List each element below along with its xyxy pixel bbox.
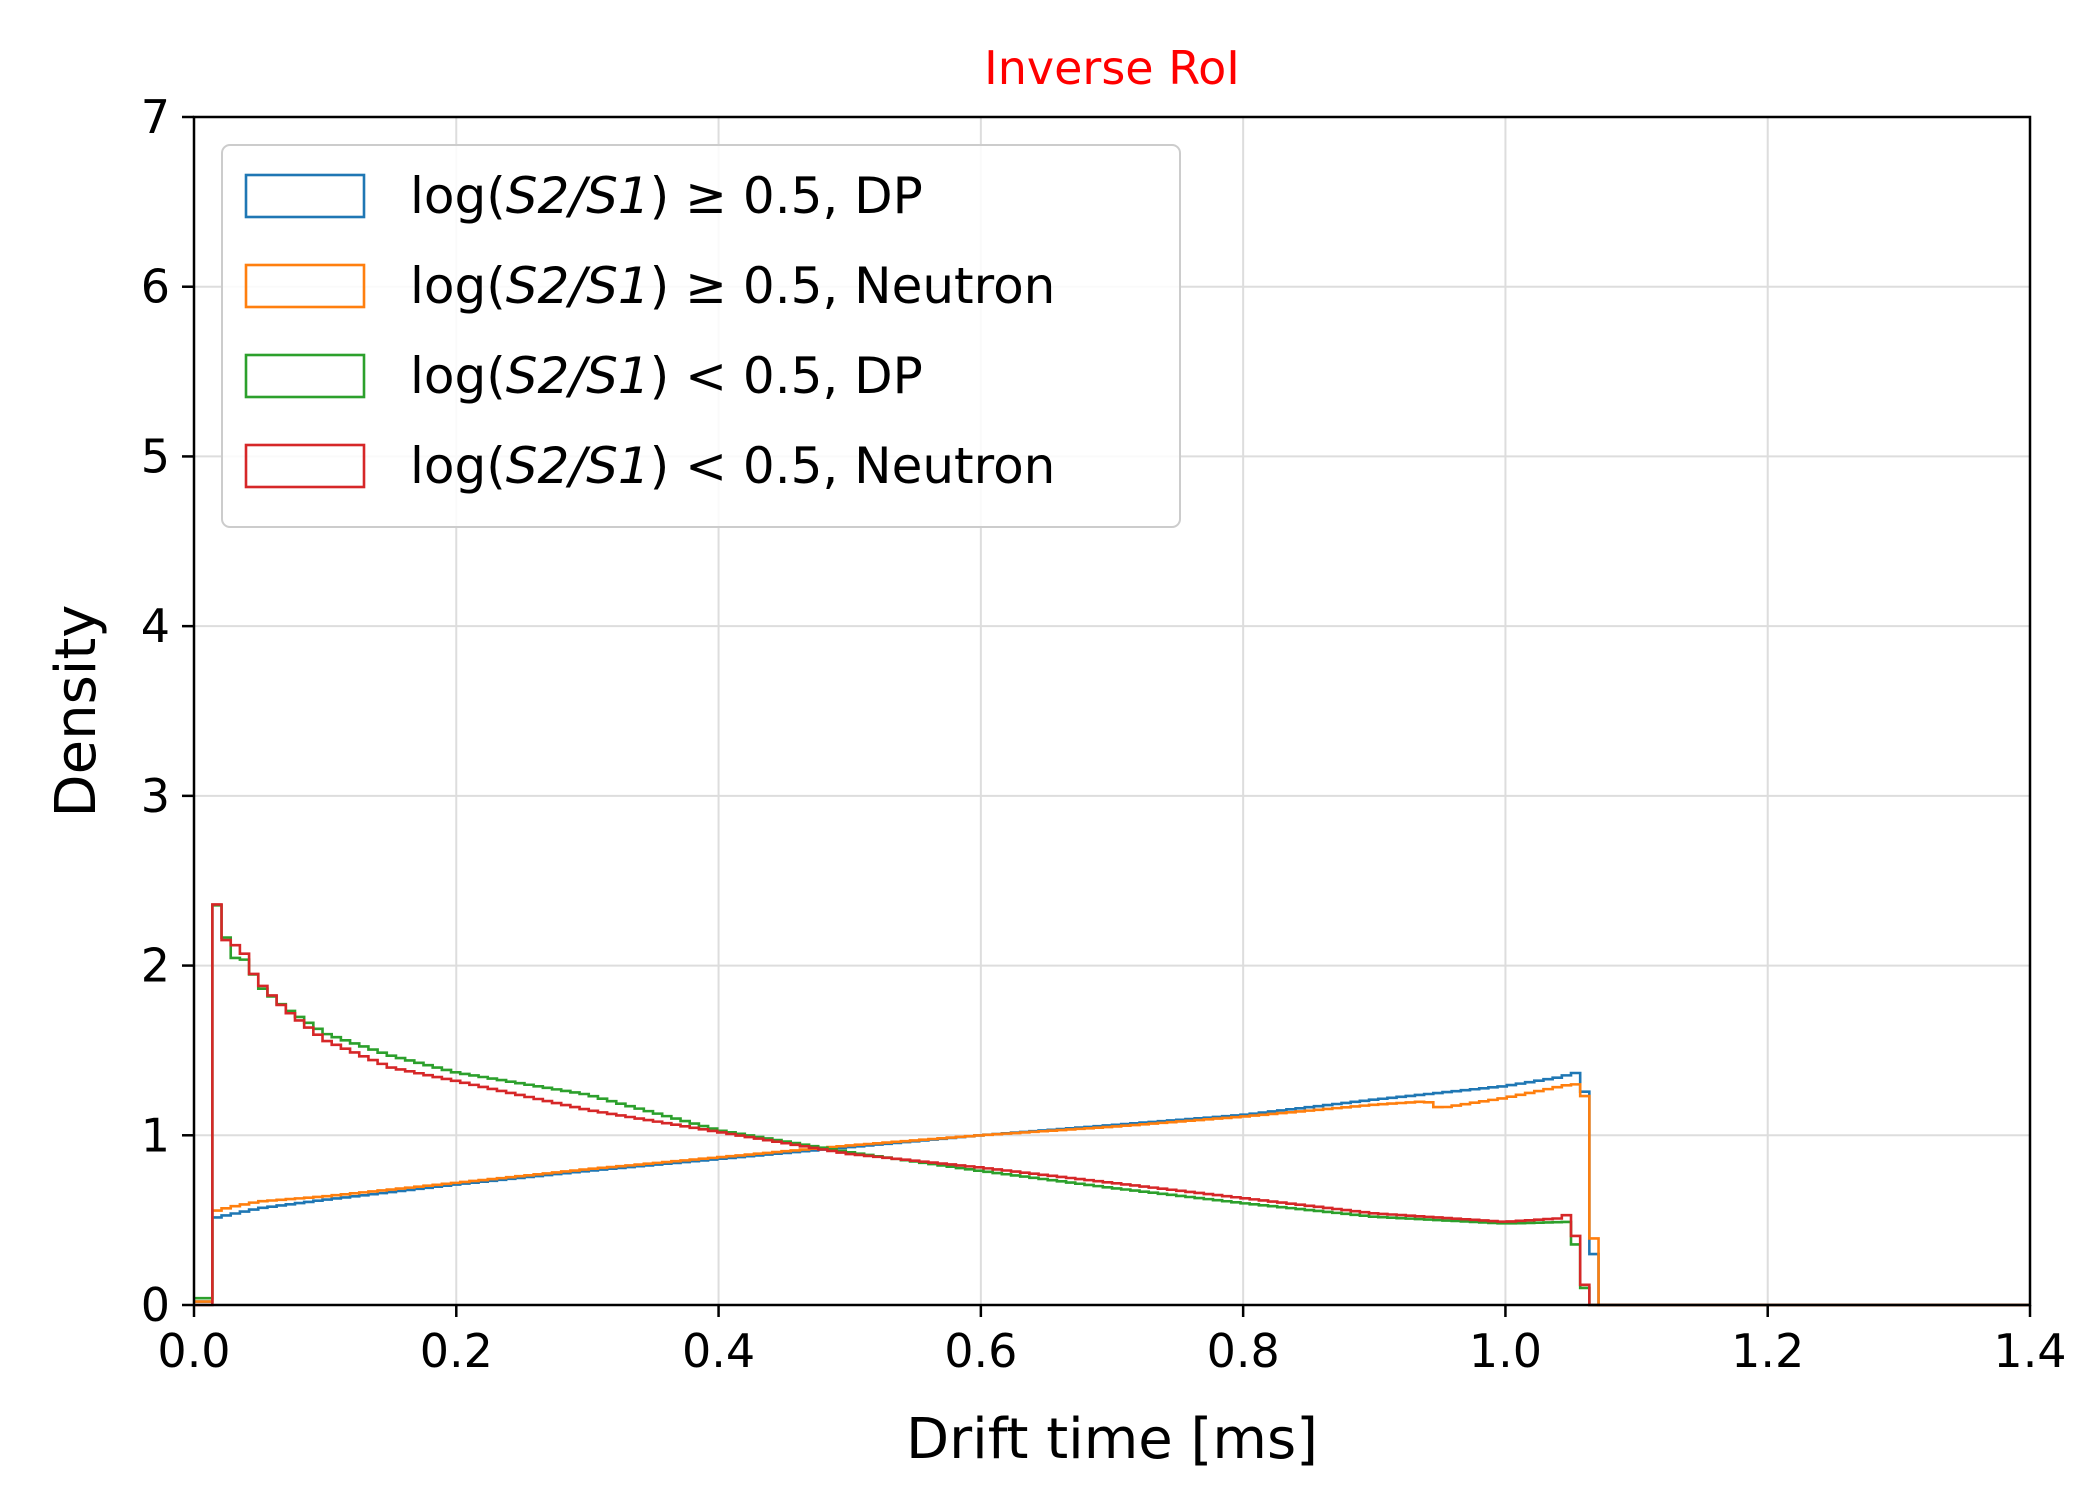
y-tick-label-4: 4 — [141, 599, 170, 653]
legend-label-3: log(S2/S1) < 0.5, DP — [410, 347, 923, 405]
x-tick-label-7: 1.4 — [1993, 1324, 2066, 1378]
legend-entry-2: log(S2/S1) ≥ 0.5, Neutron — [244, 257, 1055, 315]
series-line-2 — [194, 1083, 2030, 1307]
y-tick-label-5: 5 — [141, 429, 170, 483]
legend-label-2: log(S2/S1) ≥ 0.5, Neutron — [410, 257, 1055, 315]
legend-label-1: log(S2/S1) ≥ 0.5, DP — [410, 167, 923, 225]
legend-swatch-3 — [244, 353, 366, 399]
legend-frame — [221, 144, 1181, 528]
legend-label-4: log(S2/S1) < 0.5, Neutron — [410, 437, 1055, 495]
series-layer — [194, 903, 2030, 1307]
series-line-4 — [194, 903, 2030, 1307]
series-line-3 — [194, 904, 2030, 1307]
legend-entry-1: log(S2/S1) ≥ 0.5, DP — [244, 167, 923, 225]
x-tick-label-4: 0.8 — [1207, 1324, 1280, 1378]
x-tick-label-3: 0.6 — [944, 1324, 1017, 1378]
y-tick-label-2: 2 — [141, 939, 170, 993]
x-tick-label-2: 0.4 — [682, 1324, 755, 1378]
legend-swatch-2 — [244, 263, 366, 309]
x-tick-label-6: 1.2 — [1731, 1324, 1804, 1378]
x-tick-label-5: 1.0 — [1469, 1324, 1542, 1378]
legend-entry-3: log(S2/S1) < 0.5, DP — [244, 347, 923, 405]
plot-frame — [192, 115, 2032, 1307]
y-tick-label-3: 3 — [141, 769, 170, 823]
x-tick-label-1: 0.2 — [420, 1324, 493, 1378]
x-axis-label: Drift time [ms] — [906, 1407, 1318, 1472]
x-tick-label-0: 0.0 — [157, 1324, 230, 1378]
y-axis-label: Density — [44, 605, 109, 818]
legend: log(S2/S1) ≥ 0.5, DP log(S2/S1) ≥ 0.5, Ne… — [221, 144, 1181, 528]
legend-swatch-1 — [244, 173, 366, 219]
x-axis-ticks: 0.0 0.2 0.4 0.6 0.8 1.0 1.2 1.4 — [157, 1305, 2067, 1378]
legend-entry-4: log(S2/S1) < 0.5, Neutron — [244, 437, 1055, 495]
y-tick-label-7: 7 — [141, 90, 170, 144]
y-axis-ticks: 0 1 2 3 4 5 6 7 — [141, 90, 194, 1332]
legend-swatch-4 — [244, 443, 366, 489]
y-tick-label-0: 0 — [141, 1278, 170, 1332]
chart-title: Inverse RoI — [984, 41, 1240, 95]
y-tick-label-1: 1 — [141, 1108, 170, 1162]
y-tick-label-6: 6 — [141, 260, 170, 314]
